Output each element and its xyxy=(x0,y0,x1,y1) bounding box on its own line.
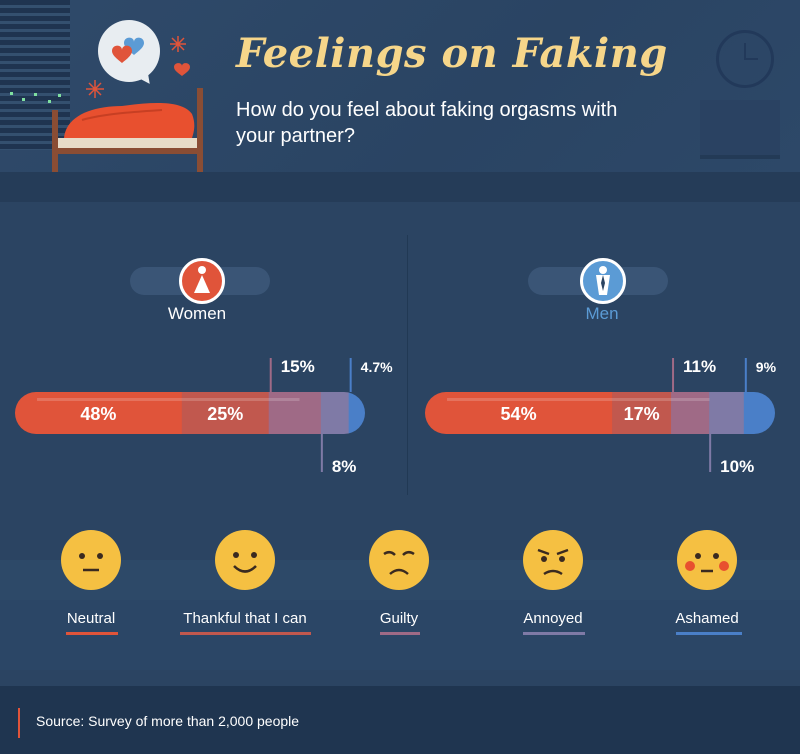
value-label-thankful-that-i-can: 17% xyxy=(624,404,660,424)
hearts-icon xyxy=(112,37,144,63)
value-label-guilty: 11% xyxy=(683,357,716,376)
legend-item-ashamed xyxy=(669,522,745,598)
speech-bubble-icon xyxy=(98,20,160,82)
value-label-thankful-that-i-can: 25% xyxy=(207,404,243,424)
bed-illustration xyxy=(52,88,203,175)
bar-segment-annoyed xyxy=(320,392,350,434)
wave-band xyxy=(0,600,800,670)
legend-item-guilty xyxy=(361,522,437,598)
legend-line-guilty xyxy=(380,632,420,635)
bar-segment-annoyed xyxy=(709,392,745,434)
bar-highlight xyxy=(37,398,300,401)
legend-line-annoyed xyxy=(523,632,585,635)
bar-segment-neutral xyxy=(15,392,183,434)
sad-face-icon xyxy=(369,530,429,590)
value-label-guilty: 15% xyxy=(281,357,315,376)
value-label-neutral: 54% xyxy=(501,404,537,424)
bar-segment-ashamed xyxy=(348,392,365,434)
legend-label-ashamed: Ashamed xyxy=(675,610,739,627)
women-bar-chart: 48% 25% 15% 8% 4.7% xyxy=(15,357,393,476)
legend-label-annoyed: Annoyed xyxy=(523,610,583,627)
man-icon xyxy=(580,258,626,304)
legend-line-ashamed xyxy=(676,632,742,635)
men-label: Men xyxy=(585,304,619,323)
legend-label-thankful: Thankful that I can xyxy=(183,610,307,627)
woman-icon xyxy=(179,258,225,304)
neutral-face-icon xyxy=(61,530,121,590)
clock-icon xyxy=(716,30,774,88)
stacked-bar-charts: 48% 25% 15% 8% 4.7% 54% 17% 11% 10% 9% xyxy=(15,357,777,476)
value-label-annoyed: 8% xyxy=(332,457,357,476)
legend-line-neutral xyxy=(66,632,118,635)
value-label-neutral: 48% xyxy=(80,404,116,424)
bar-segment-thankful-that-i-can xyxy=(612,392,672,434)
legend-item-annoyed xyxy=(515,522,591,598)
women-label: Women xyxy=(167,304,227,323)
bar-segment-thankful-that-i-can xyxy=(181,392,270,434)
small-heart-icon xyxy=(174,63,190,76)
sparkle-icon xyxy=(86,80,104,98)
page-title: Feelings on Faking xyxy=(236,30,668,77)
legend-item-neutral xyxy=(53,522,129,598)
woman-figure-icon xyxy=(194,266,210,293)
annoyed-face-icon xyxy=(523,530,583,590)
value-label-ashamed: 9% xyxy=(756,359,777,375)
window-blinds-illustration xyxy=(0,0,70,150)
sparkle-icon xyxy=(170,36,186,52)
value-label-annoyed: 10% xyxy=(720,457,754,476)
footer-accent xyxy=(18,708,20,738)
column-divider xyxy=(407,235,408,495)
value-label-ashamed: 4.7% xyxy=(361,359,393,375)
source-note: Source: Survey of more than 2,000 people xyxy=(36,713,300,729)
bar-segment-guilty xyxy=(671,392,710,434)
legend-label-neutral: Neutral xyxy=(66,610,116,627)
men-bar-chart: 54% 17% 11% 10% 9% xyxy=(425,357,777,476)
blushing-face-icon xyxy=(677,530,737,590)
bar-highlight xyxy=(447,398,710,401)
shelf-illustration xyxy=(700,100,780,159)
page-subtitle: How do you feel about faking orgasms wit… xyxy=(236,99,618,147)
bar-segment-guilty xyxy=(268,392,322,434)
footer: Source: Survey of more than 2,000 people xyxy=(0,686,800,754)
bar-segment-ashamed xyxy=(743,392,775,434)
header-floor xyxy=(0,172,800,202)
smiling-face-icon xyxy=(215,530,275,590)
man-figure-icon xyxy=(596,266,610,295)
legend-label-guilty: Guilty xyxy=(379,610,419,627)
bar-segment-neutral xyxy=(425,392,613,434)
legend-item-thankful xyxy=(207,522,283,598)
header-banner: Feelings on Faking How do you feel about… xyxy=(0,0,800,175)
city-lights-illustration xyxy=(8,90,68,110)
legend-line-thankful xyxy=(180,632,311,635)
